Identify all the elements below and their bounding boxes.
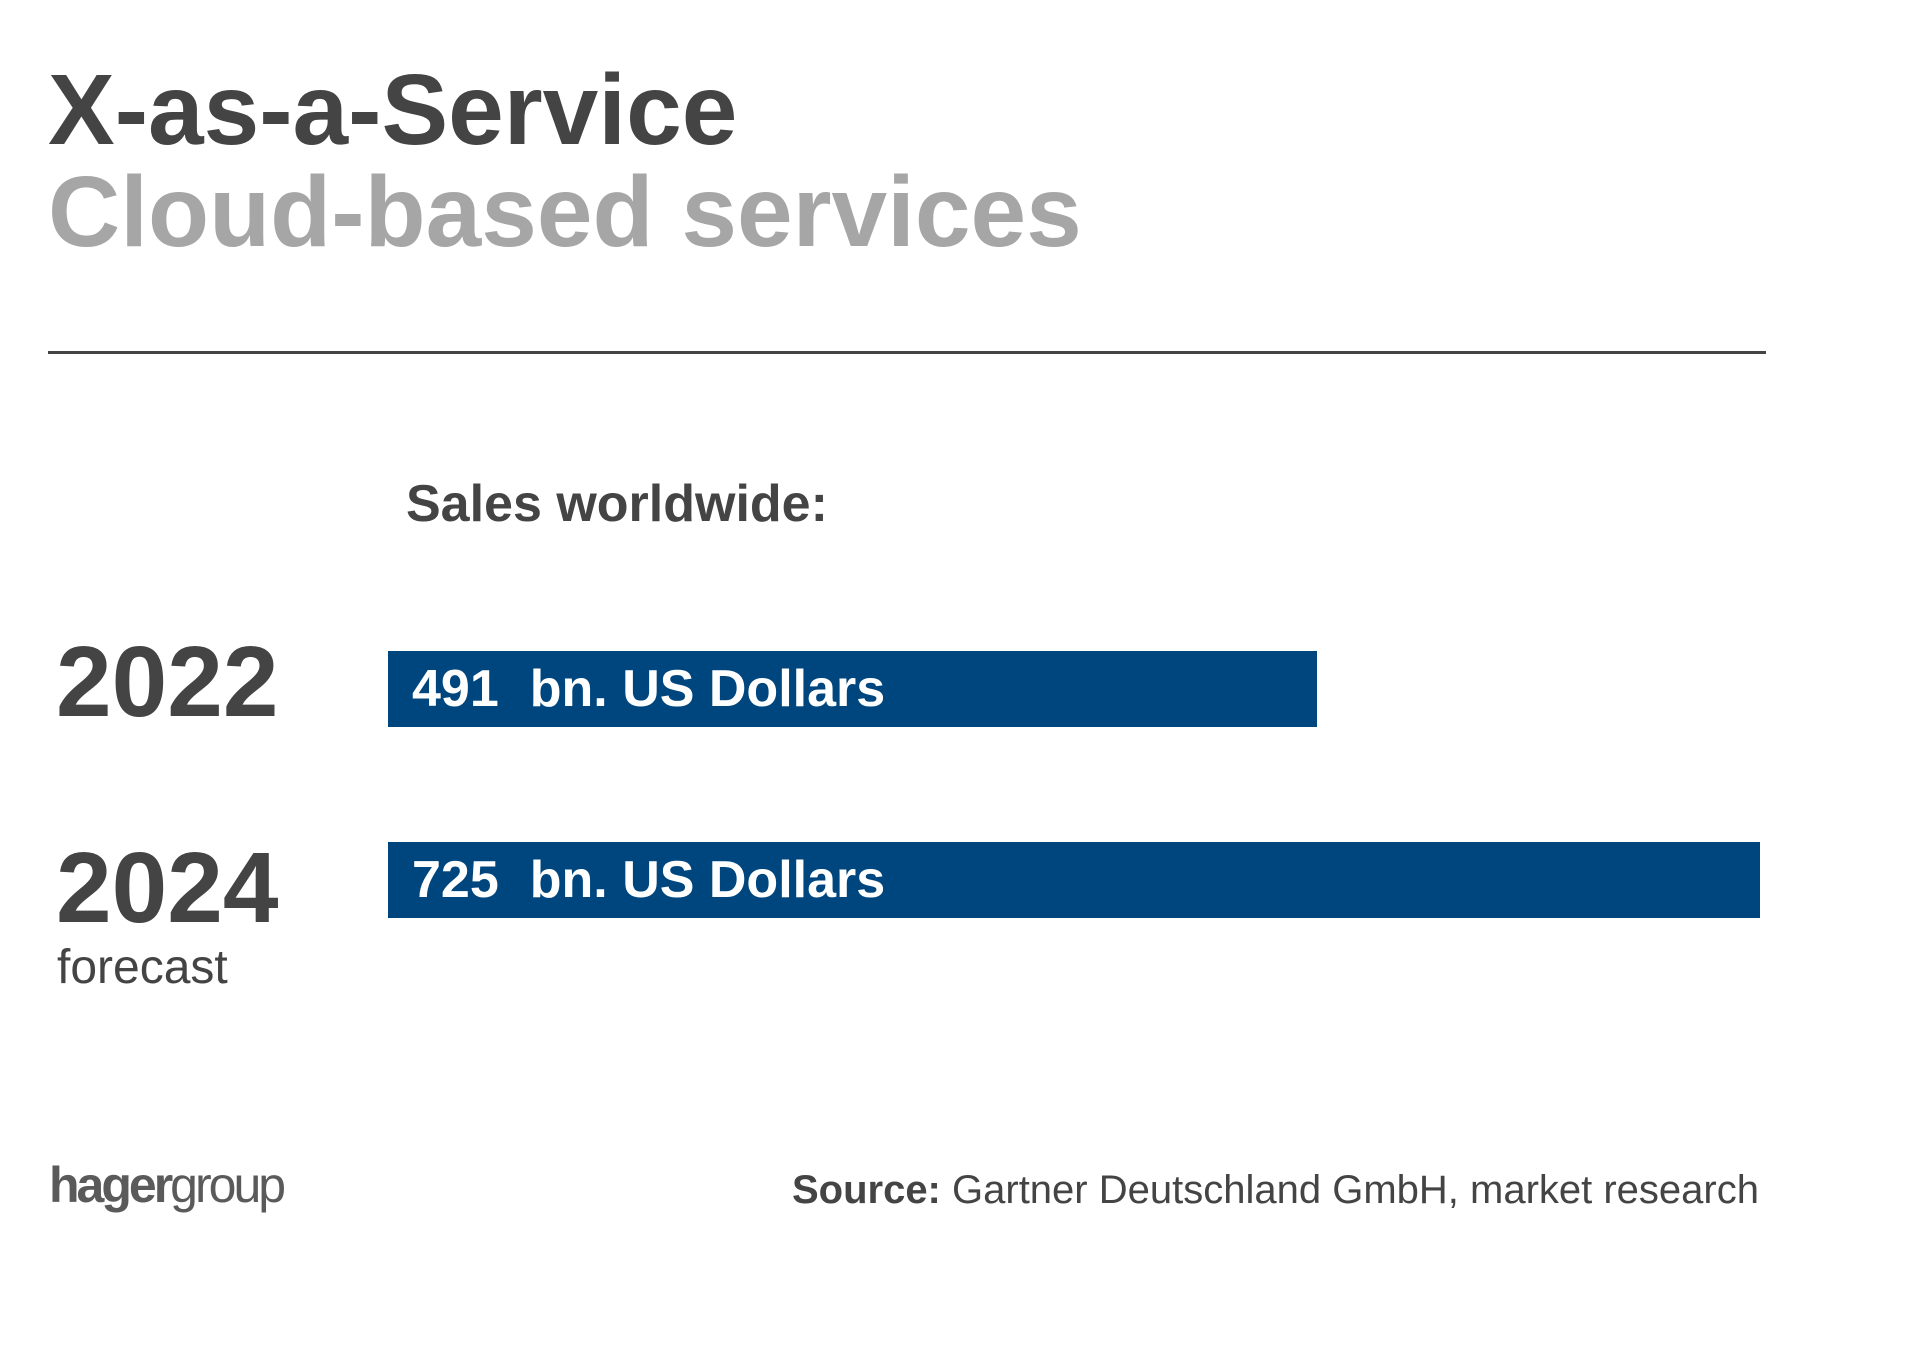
bar-value-label: 491	[412, 660, 499, 718]
bar-unit-label: bn. US Dollars	[529, 660, 886, 718]
hagergroup-logo: hagergroup	[49, 1157, 286, 1213]
page-title: X-as-a-Service	[48, 54, 738, 166]
bar-value-label: 725	[412, 851, 499, 909]
source-label: Source:	[791, 1168, 941, 1212]
category-label-2022: 2022	[56, 626, 279, 738]
bar-2022: 491 bn. US Dollars	[388, 651, 1317, 727]
category-note-2024: forecast	[57, 941, 228, 994]
source-text: Gartner Deutschland GmbH, market researc…	[952, 1168, 1759, 1212]
source-note: Source: Gartner Deutschland GmbH, market…	[792, 1170, 1759, 1210]
logo-group: group	[170, 1157, 286, 1213]
page-subtitle: Cloud-based services	[48, 156, 1082, 268]
chart-heading: Sales worldwide:	[406, 475, 828, 533]
category-label-2024: 2024	[56, 832, 279, 944]
bar-2024: 725 bn. US Dollars	[388, 842, 1760, 918]
title-divider	[48, 351, 1766, 354]
logo-hager: hager	[49, 1157, 173, 1213]
bar-unit-label: bn. US Dollars	[529, 851, 886, 909]
